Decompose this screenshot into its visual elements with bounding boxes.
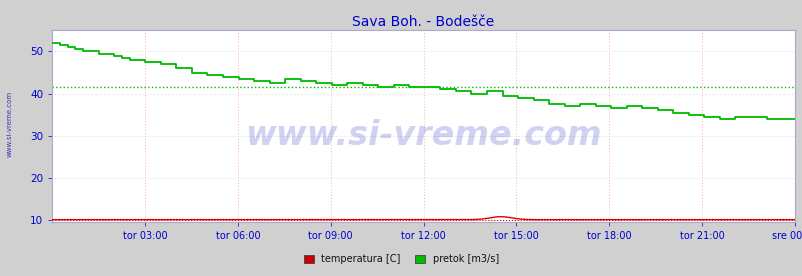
Legend: temperatura [C], pretok [m3/s]: temperatura [C], pretok [m3/s] (300, 251, 502, 268)
Text: www.si-vreme.com: www.si-vreme.com (6, 91, 12, 157)
Title: Sava Boh. - Bodešče: Sava Boh. - Bodešče (352, 15, 494, 29)
Text: www.si-vreme.com: www.si-vreme.com (245, 119, 602, 152)
